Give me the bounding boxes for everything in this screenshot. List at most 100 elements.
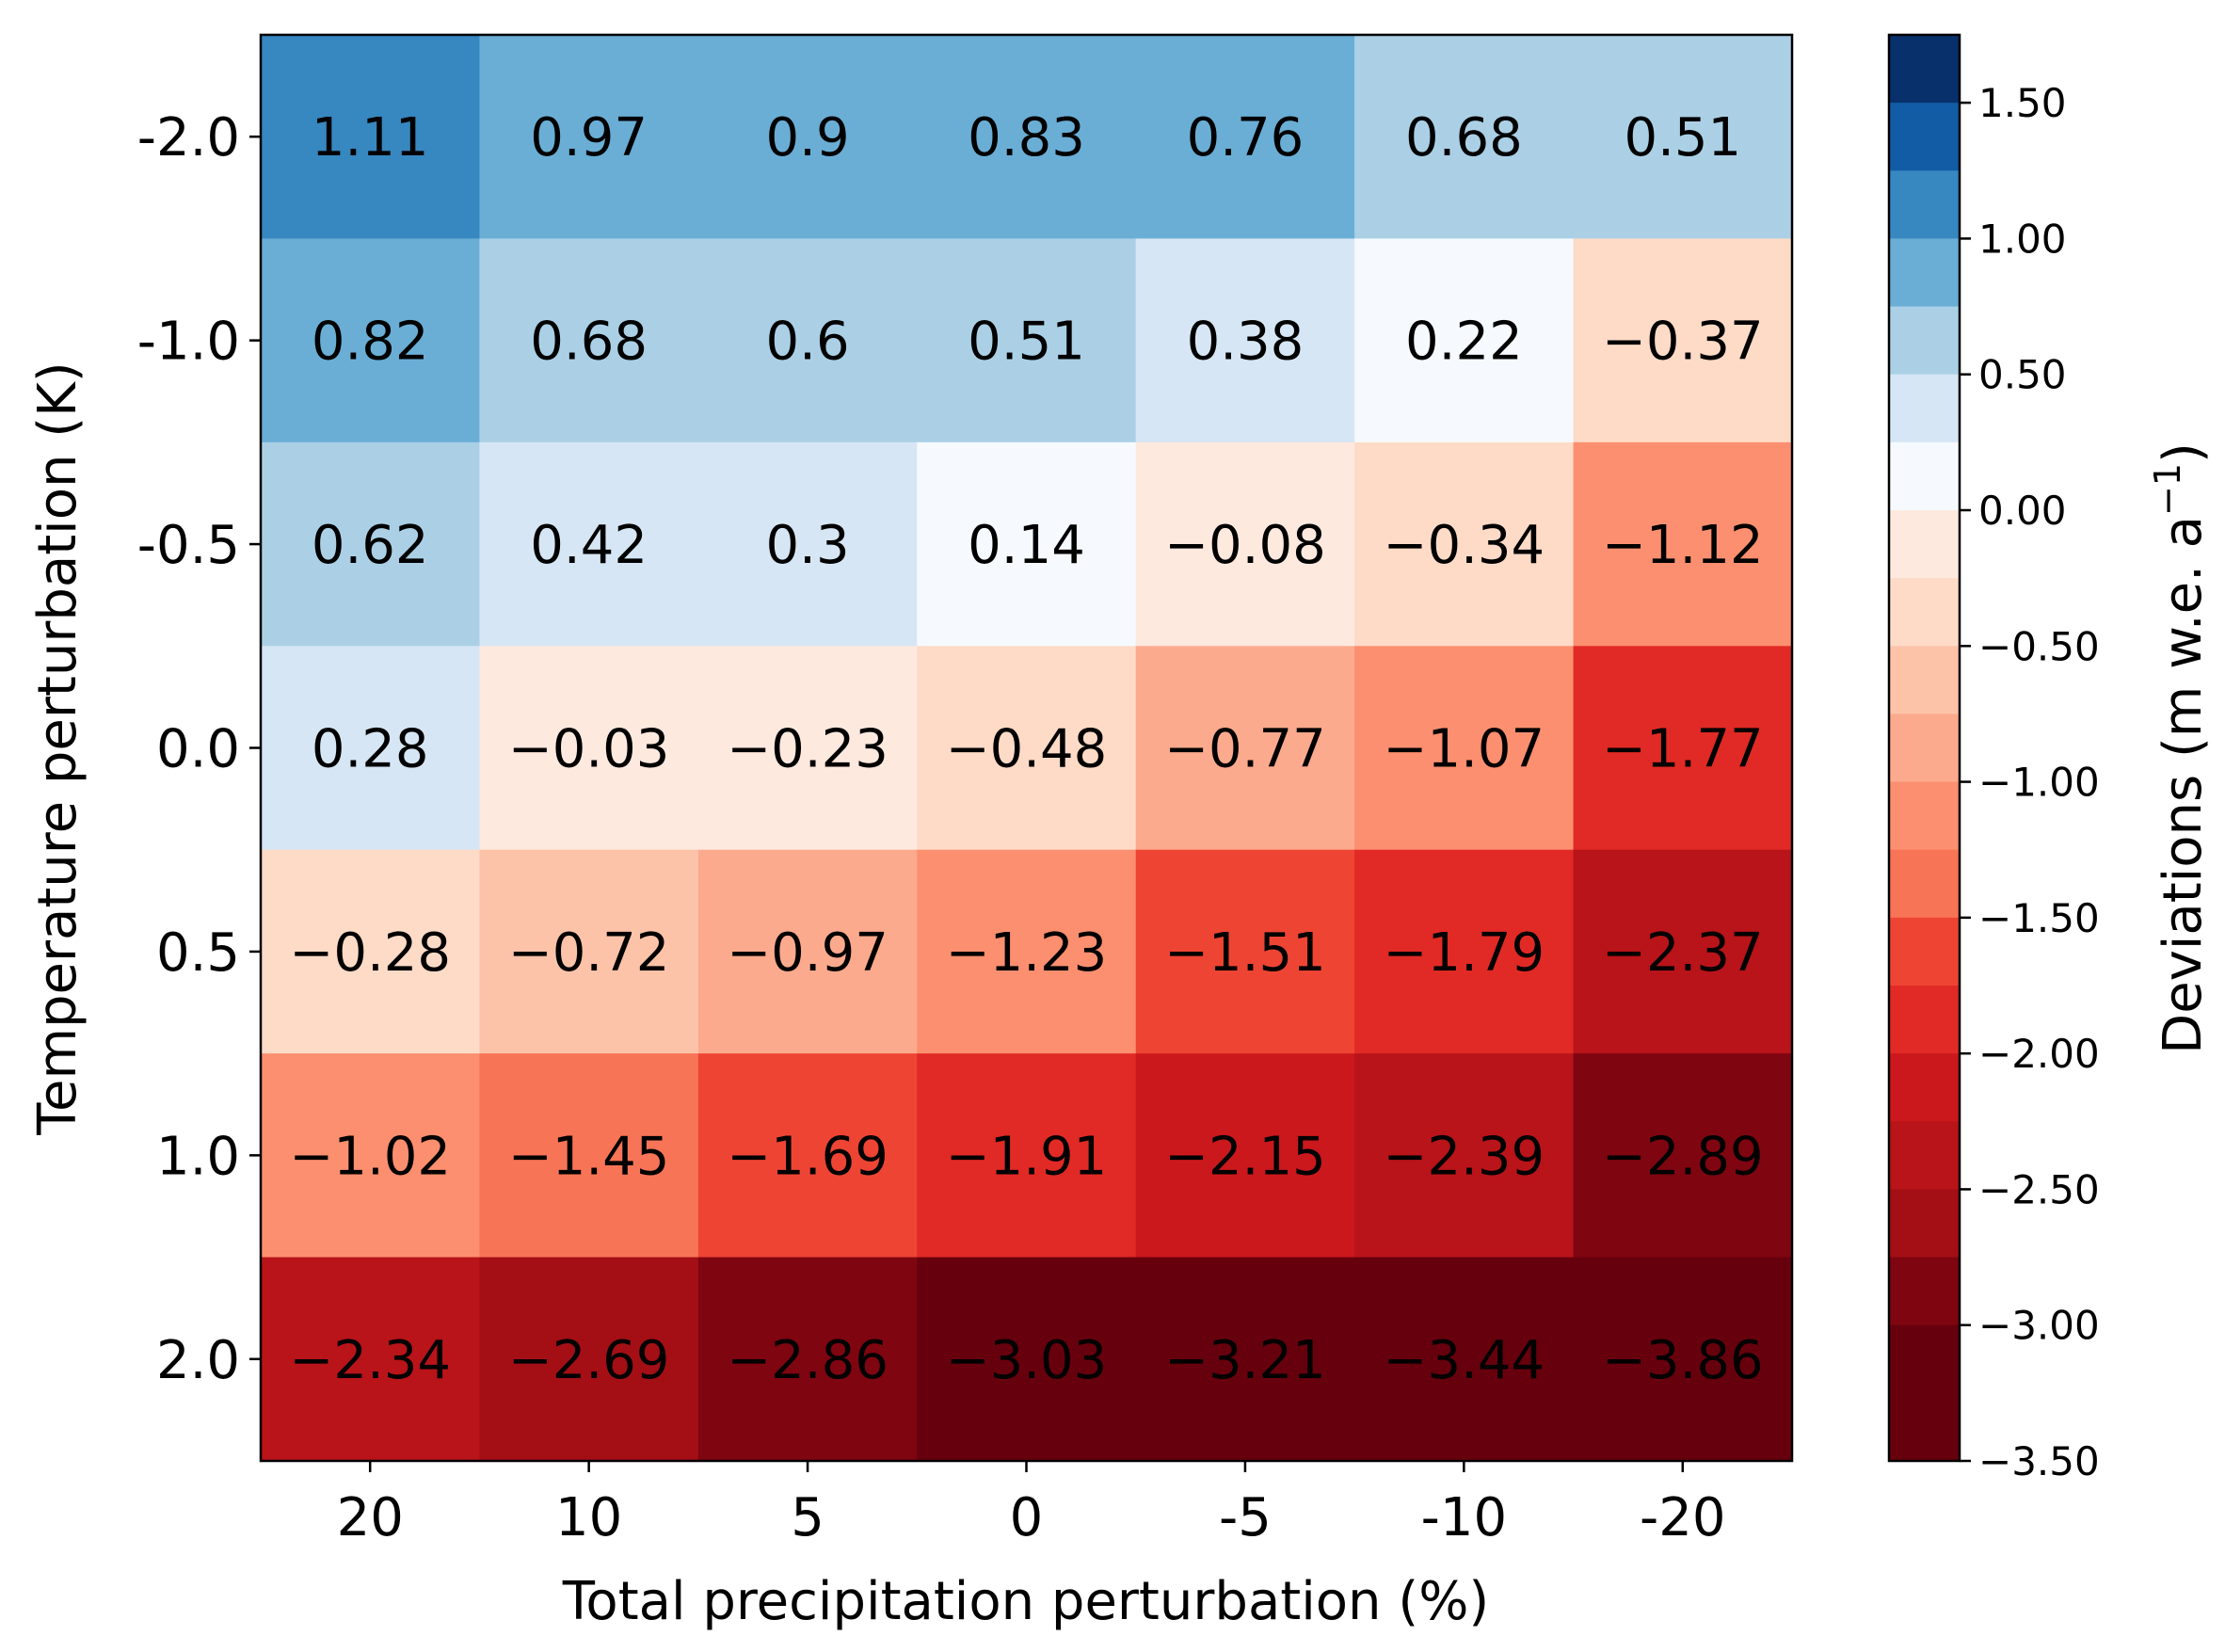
heatmap-cell [261,1053,481,1259]
colorbar-segment [1889,1053,1960,1122]
colorbar-tick-label: −3.00 [1978,1303,2100,1349]
cell-value-label: −2.15 [1164,1126,1326,1187]
cell-value-label: 0.22 [1405,312,1523,373]
heatmap-cell [261,238,481,443]
heatmap-cell [917,1257,1137,1462]
colorbar-frame [1887,33,1961,1463]
heatmap-cell-labels: 1.11 0.97 0.9 0.83 0.76 0.68 0.51 0.82 0.68 0.6 0.… [289,107,1763,1391]
cell-value-label: −0.72 [508,922,670,984]
cell-value-label: −2.86 [727,1330,888,1391]
heatmap-cell [697,35,918,240]
colorbar-tick-label: 0.50 [1978,352,2067,398]
cell-value-label: −1.79 [1384,922,1545,984]
heatmap-cell [1354,1053,1575,1259]
x-axis-label: Total precipitation perturbation (%) [562,1571,1490,1632]
heatmap-cell [1573,646,1793,851]
cell-value-label: 0.14 [968,515,1085,576]
cell-value-label: −2.69 [508,1330,670,1391]
cell-value-label: 1.11 [312,107,429,168]
heatmap-cell [697,1053,918,1259]
x-axis-ticks: 20 10 5 0 -5 -10 -20 [337,1461,1726,1548]
cell-value-label: −0.97 [727,922,888,984]
colorbar-tick-label: −1.00 [1978,760,2100,806]
heatmap-cell [1354,1257,1575,1462]
cell-value-label: 0.68 [1405,107,1523,168]
cell-value-label: 0.62 [312,515,429,576]
cell-value-label: −1.69 [727,1126,888,1187]
colorbar-segment [1889,781,1960,851]
colorbar-label: Deviations (m w.e. a−1) [2147,442,2214,1054]
cell-value-label: −1.23 [946,922,1108,984]
x-tick-label: 20 [337,1487,404,1548]
cell-value-label: −3.86 [1602,1330,1764,1391]
colorbar-segment [1889,441,1960,511]
cell-value-label: −1.07 [1384,719,1545,780]
cell-value-label: −1.02 [289,1126,451,1187]
colorbar-label-close: ) [2153,442,2214,463]
cell-value-label: −0.77 [1164,719,1326,780]
cell-value-label: −3.03 [946,1330,1108,1391]
heatmap-cell [479,1257,699,1462]
colorbar-tick-label: 0.00 [1978,488,2067,534]
y-tick-label: 1.0 [156,1126,240,1187]
heatmap-cell [1354,35,1575,240]
colorbar-tick-label: −1.50 [1978,895,2100,941]
cell-value-label: −0.48 [946,719,1108,780]
colorbar-ticks: 1.50 1.00 0.50 0.00 −0.50 −1.00 −1.50 −2.00 −2.5… [1960,80,2100,1484]
heatmap-cell [917,35,1137,240]
cell-value-label: 0.82 [312,312,429,373]
colorbar-segment [1889,986,1960,1054]
cell-value-label: −2.34 [289,1330,451,1391]
colorbar-segment [1889,578,1960,647]
colorbar-tick-label: −2.50 [1978,1166,2100,1212]
x-tick-label: -5 [1219,1487,1272,1548]
heatmap-cell [1354,441,1575,647]
cell-value-label: 0.51 [1624,107,1741,168]
heatmap-cell [261,646,481,851]
heatmap-cell [479,1053,699,1259]
cell-value-label: −3.21 [1164,1330,1326,1391]
colorbar-segment [1889,238,1960,308]
heatmap-cell [1354,646,1575,851]
heatmap-cell [261,1257,481,1462]
heatmap-cell [1354,238,1575,443]
heatmap-cell [1573,238,1793,443]
cell-value-label: −0.23 [727,719,888,780]
cell-value-label: 0.38 [1187,312,1305,373]
colorbar-segment [1889,1324,1960,1394]
heatmap-cell [917,238,1137,443]
colorbar-segment [1889,1189,1960,1259]
y-tick-label: -2.0 [137,107,240,168]
colorbar-segment [1889,1257,1960,1326]
cell-value-label: 0.76 [1187,107,1305,168]
x-tick-label: -10 [1421,1487,1507,1548]
colorbar-segment [1889,374,1960,443]
heatmap-cell [917,1053,1137,1259]
cell-value-label: −3.44 [1384,1330,1545,1391]
heatmap-cell [1354,849,1575,1054]
heatmap-cell [1135,646,1355,851]
colorbar-segment [1889,1392,1960,1462]
heatmap-cell [1573,849,1793,1054]
heatmap-cell [479,238,699,443]
colorbar-segment [1889,849,1960,919]
colorbar-segment [1889,35,1960,104]
heatmap-cell [1573,441,1793,647]
colorbar-tick-label: 1.00 [1978,216,2067,262]
y-tick-label: 0.0 [156,719,240,780]
colorbar-segment [1889,510,1960,579]
cell-value-label: 0.6 [766,312,850,373]
cell-value-label: −0.28 [289,922,451,984]
heatmap-cell [261,441,481,647]
colorbar-tick-label: −0.50 [1978,623,2100,669]
cell-value-label: −0.03 [508,719,670,780]
colorbar-segment [1889,170,1960,240]
cell-value-label: −2.89 [1602,1126,1764,1187]
heatmap-cell [1573,35,1793,240]
cell-value-label: 0.97 [530,107,648,168]
y-tick-label: -0.5 [137,515,240,576]
heatmap-cell [1135,849,1355,1054]
cell-value-label: 0.83 [968,107,1085,168]
